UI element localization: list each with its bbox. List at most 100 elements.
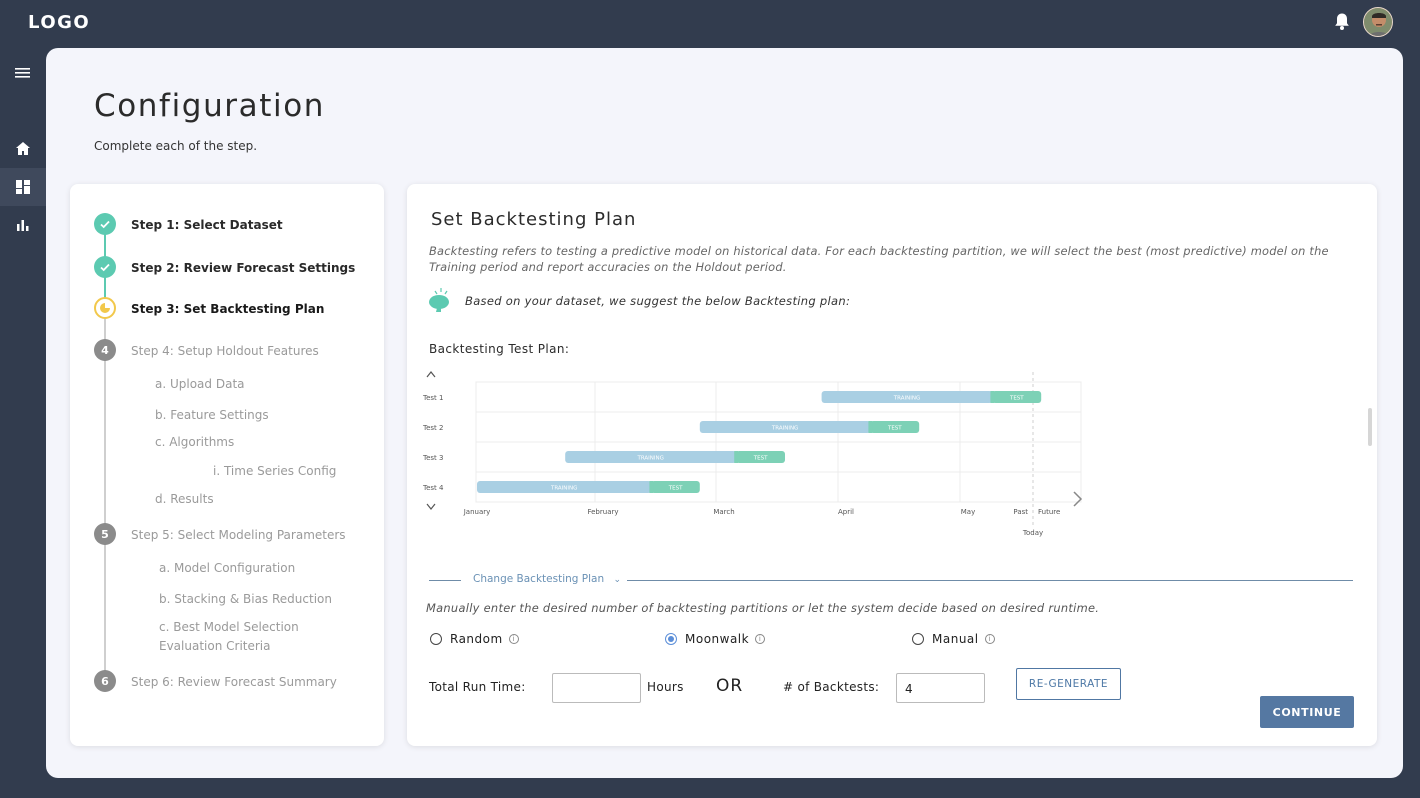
- section-title: Set Backtesting Plan: [431, 209, 637, 230]
- today-label: Today: [1022, 529, 1043, 537]
- test-bar: [736, 451, 785, 463]
- training-bar-label: TRAINING: [636, 456, 663, 462]
- page-title: Configuration: [94, 88, 326, 124]
- progress-line-done: [104, 224, 106, 267]
- training-bar: [477, 481, 652, 493]
- description: Backtesting refers to testing a predicti…: [429, 244, 1329, 274]
- change-plan-label: Change Backtesting Plan: [473, 573, 605, 585]
- analytics-icon[interactable]: [14, 216, 32, 234]
- substep-time-series-config[interactable]: i. Time Series Config: [213, 464, 337, 478]
- month-tick-label: February: [587, 508, 618, 516]
- training-bar-label: TRAINING: [550, 486, 577, 492]
- test-bar-label: TEST: [887, 426, 902, 432]
- steps-panel: Step 1: Select Dataset Step 2: Review Fo…: [70, 184, 384, 746]
- step-3-in-progress-icon: [94, 297, 116, 319]
- scroll-right-chevron-icon: [1073, 491, 1083, 507]
- substep-evaluation-criteria[interactable]: Evaluation Criteria: [159, 639, 271, 653]
- test-bar-label: TEST: [668, 486, 683, 492]
- run-time-input[interactable]: [552, 673, 641, 703]
- test-row-label: Test 2: [422, 424, 443, 432]
- continue-button[interactable]: CONTINUE: [1260, 696, 1354, 728]
- brain-idea-icon: [429, 288, 449, 312]
- month-tick-label: March: [713, 508, 734, 516]
- test-bar: [992, 391, 1042, 403]
- test-bar-joint: [649, 481, 654, 493]
- test-bar-label: TEST: [1009, 396, 1024, 402]
- substep-model-configuration[interactable]: a. Model Configuration: [159, 561, 296, 575]
- home-icon[interactable]: [14, 140, 32, 158]
- main-panel: Configuration Complete each of the step.…: [46, 48, 1403, 778]
- menu-icon[interactable]: [14, 64, 32, 82]
- test-bar-joint: [868, 421, 873, 433]
- backtesting-gantt-chart: Test 1 TRAINING TEST Test 2 TRAINING TEST Test…: [422, 371, 1083, 537]
- run-time-label: Total Run Time:: [429, 680, 526, 694]
- substep-results[interactable]: d. Results: [155, 492, 214, 506]
- month-tick-label: May: [961, 508, 975, 516]
- month-tick-label: April: [838, 508, 854, 516]
- plan-title: Backtesting Test Plan:: [429, 342, 570, 356]
- substep-upload-data[interactable]: a. Upload Data: [155, 377, 245, 391]
- step-2-label[interactable]: Step 2: Review Forecast Settings: [131, 261, 356, 275]
- suggestion-text: Based on your dataset, we suggest the be…: [465, 294, 851, 308]
- test-bar: [651, 481, 700, 493]
- past-label: Past: [1013, 508, 1028, 516]
- training-bar-label: TRAINING: [893, 396, 920, 402]
- substep-algorithms[interactable]: c. Algorithms: [155, 435, 235, 449]
- step-1-check-icon: [94, 213, 116, 235]
- radio-moonwalk[interactable]: Moonwalk i: [665, 632, 766, 646]
- backtests-label: # of Backtests:: [783, 680, 880, 694]
- test-bar-label: TEST: [753, 456, 768, 462]
- step-1-label[interactable]: Step 1: Select Dataset: [131, 218, 283, 232]
- regenerate-button[interactable]: RE-GENERATE: [1016, 668, 1121, 700]
- step-4-number: 4: [94, 339, 116, 361]
- radio-circle: [430, 633, 442, 645]
- or-label: OR: [716, 676, 744, 696]
- radio-circle-selected: [665, 633, 677, 645]
- step-4-label[interactable]: Step 4: Setup Holdout Features: [131, 344, 319, 358]
- info-icon[interactable]: i: [755, 634, 766, 644]
- chevron-down-icon: ⌄: [613, 575, 621, 585]
- substep-feature-settings[interactable]: b. Feature Settings: [155, 408, 269, 422]
- scroll-down-chevron-icon: [426, 503, 436, 510]
- test-row-label: Test 4: [422, 484, 444, 492]
- substep-stacking[interactable]: b. Stacking & Bias Reduction: [159, 592, 332, 606]
- radio-manual-label: Manual: [932, 632, 979, 646]
- step-6-number: 6: [94, 670, 116, 692]
- step-2-check-icon: [94, 256, 116, 278]
- month-tick-label: January: [463, 508, 491, 516]
- dashboard-icon[interactable]: [14, 178, 32, 196]
- training-bar: [821, 391, 993, 403]
- logo[interactable]: LOGO: [28, 12, 91, 33]
- divider-left: [429, 580, 461, 581]
- training-bar-label: TRAINING: [771, 426, 798, 432]
- radio-random[interactable]: Random i: [430, 632, 519, 646]
- user-avatar[interactable]: [1363, 7, 1393, 37]
- hours-label: Hours: [647, 680, 684, 694]
- step-6-label[interactable]: Step 6: Review Forecast Summary: [131, 675, 337, 689]
- page-subtitle: Complete each of the step.: [94, 139, 258, 153]
- change-plan-link[interactable]: Change Backtesting Plan ⌄: [467, 573, 627, 585]
- step-3-label[interactable]: Step 3: Set Backtesting Plan: [131, 302, 325, 316]
- radio-circle: [912, 633, 924, 645]
- test-bar-joint: [990, 391, 995, 403]
- rail-active-highlight: [0, 168, 46, 206]
- notification-bell-icon[interactable]: [1333, 12, 1351, 32]
- backtesting-panel: Set Backtesting Plan Backtesting refers …: [407, 184, 1377, 746]
- test-bar-joint: [734, 451, 739, 463]
- test-row-label: Test 1: [422, 394, 443, 402]
- progress-line-done: [104, 267, 106, 308]
- training-bar: [699, 421, 871, 433]
- step-5-label[interactable]: Step 5: Select Modeling Parameters: [131, 528, 346, 542]
- manual-description: Manually enter the desired number of bac…: [426, 601, 1100, 615]
- test-row-label: Test 3: [422, 454, 443, 462]
- radio-manual[interactable]: Manual i: [912, 632, 995, 646]
- scrollbar[interactable]: [1368, 408, 1372, 446]
- info-icon[interactable]: i: [508, 634, 519, 644]
- step-5-number: 5: [94, 523, 116, 545]
- scroll-up-chevron-icon: [426, 371, 436, 378]
- future-label: Future: [1038, 508, 1060, 516]
- info-icon[interactable]: i: [984, 634, 995, 644]
- test-bar: [870, 421, 920, 433]
- backtests-input[interactable]: 4: [896, 673, 985, 703]
- substep-best-model[interactable]: c. Best Model Selection: [159, 620, 299, 634]
